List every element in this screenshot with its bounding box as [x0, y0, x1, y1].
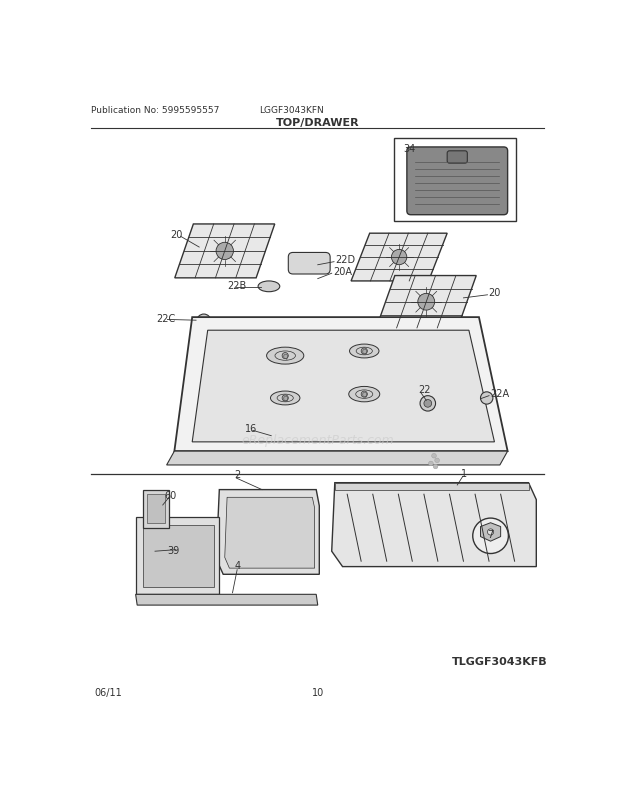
- Circle shape: [420, 396, 435, 411]
- Circle shape: [282, 353, 288, 359]
- Text: 60: 60: [164, 490, 177, 500]
- Polygon shape: [148, 495, 165, 524]
- Circle shape: [435, 459, 440, 463]
- Circle shape: [418, 294, 435, 310]
- Ellipse shape: [267, 348, 304, 365]
- Polygon shape: [351, 234, 447, 282]
- Circle shape: [195, 337, 199, 340]
- Circle shape: [424, 400, 432, 407]
- Circle shape: [197, 314, 211, 329]
- Circle shape: [480, 392, 493, 405]
- Text: 22: 22: [418, 384, 431, 395]
- Circle shape: [391, 250, 407, 265]
- Text: 22B: 22B: [227, 281, 246, 290]
- Polygon shape: [167, 452, 508, 465]
- Ellipse shape: [348, 387, 379, 403]
- Circle shape: [209, 339, 213, 343]
- Circle shape: [472, 518, 508, 554]
- Text: TOP/DRAWER: TOP/DRAWER: [276, 117, 360, 128]
- Text: 4: 4: [235, 561, 241, 570]
- Polygon shape: [216, 490, 319, 574]
- Circle shape: [197, 335, 201, 339]
- Circle shape: [428, 461, 433, 466]
- Polygon shape: [332, 483, 536, 567]
- Text: 22A: 22A: [490, 388, 509, 398]
- Text: 10: 10: [312, 687, 324, 697]
- Circle shape: [361, 349, 367, 354]
- Text: LGGF3043KFN: LGGF3043KFN: [260, 106, 324, 115]
- Circle shape: [433, 464, 438, 469]
- Text: Publication No: 5995595557: Publication No: 5995595557: [92, 106, 220, 115]
- Text: 20: 20: [489, 288, 500, 298]
- Polygon shape: [335, 483, 528, 491]
- Ellipse shape: [350, 345, 379, 358]
- Text: Q: Q: [283, 395, 288, 402]
- Circle shape: [206, 341, 210, 345]
- Circle shape: [202, 338, 206, 342]
- Text: 39: 39: [167, 545, 180, 555]
- FancyBboxPatch shape: [288, 253, 330, 274]
- Polygon shape: [136, 517, 219, 594]
- Polygon shape: [174, 318, 508, 452]
- Bar: [394, 139, 516, 221]
- Circle shape: [282, 395, 288, 402]
- Text: Q: Q: [283, 353, 288, 359]
- Text: 7: 7: [487, 529, 493, 540]
- Ellipse shape: [270, 391, 300, 405]
- Text: 06/11: 06/11: [94, 687, 122, 697]
- Circle shape: [487, 529, 494, 536]
- Text: Q: Q: [361, 349, 367, 354]
- Polygon shape: [136, 594, 317, 606]
- Text: 34: 34: [403, 144, 415, 153]
- Polygon shape: [224, 498, 314, 569]
- Ellipse shape: [258, 282, 280, 293]
- Text: TLGGF3043KFB: TLGGF3043KFB: [452, 657, 547, 666]
- Text: 1: 1: [461, 468, 467, 478]
- Circle shape: [204, 344, 208, 348]
- Text: 16: 16: [245, 423, 257, 433]
- FancyBboxPatch shape: [447, 152, 467, 164]
- Text: 20: 20: [170, 229, 183, 240]
- Text: eReplacementParts.com: eReplacementParts.com: [241, 434, 394, 447]
- Polygon shape: [143, 525, 214, 587]
- Circle shape: [361, 391, 367, 398]
- Circle shape: [216, 243, 234, 260]
- Circle shape: [432, 454, 436, 459]
- Polygon shape: [376, 276, 476, 329]
- Text: Q: Q: [361, 391, 367, 398]
- Polygon shape: [192, 330, 495, 443]
- Text: 22C: 22C: [156, 314, 175, 323]
- FancyBboxPatch shape: [407, 148, 508, 216]
- Polygon shape: [175, 225, 275, 278]
- Polygon shape: [480, 523, 501, 541]
- Text: 20A: 20A: [334, 266, 352, 277]
- Circle shape: [200, 342, 203, 346]
- Text: 22D: 22D: [335, 255, 355, 265]
- Text: 2: 2: [234, 470, 241, 480]
- Polygon shape: [143, 490, 169, 529]
